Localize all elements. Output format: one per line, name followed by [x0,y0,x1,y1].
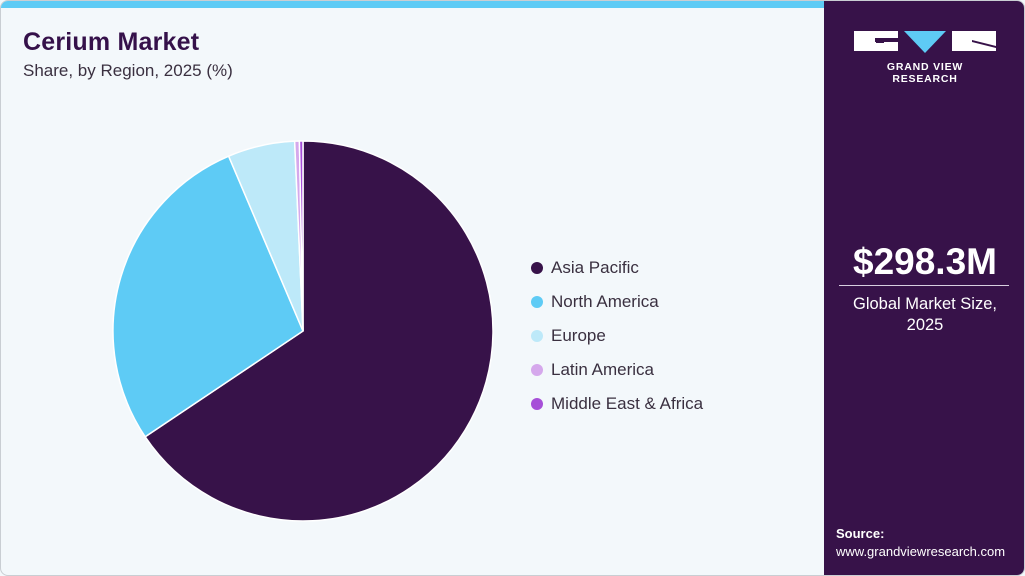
chart-title: Cerium Market [23,28,200,56]
market-size-value: $298.3M [853,241,997,282]
legend-item-north-america[interactable]: North America [531,285,703,319]
legend-dot-icon [531,330,543,342]
legend-label: Latin America [551,360,654,379]
legend-item-europe[interactable]: Europe [531,319,703,353]
source-link[interactable]: www.grandviewresearch.com [836,544,1006,559]
market-size-label: Global Market Size, 2025 [824,294,1024,336]
source-label: Source: [836,526,885,541]
kpi-divider [839,285,1009,286]
pie-slice-middle-east-africa[interactable] [298,140,304,332]
legend-label: North America [551,292,659,311]
legend-label: Middle East & Africa [551,394,704,413]
legend-dot-icon [531,398,543,410]
chart-legend: Asia Pacific North America Europe Latin Ame… [531,251,703,421]
accent-top-bar [1,1,824,8]
legend-label: Europe [551,326,606,345]
pie-chart [112,140,494,522]
legend-label: Asia Pacific [551,258,639,277]
market-size-label-line1: Global Market Size, [853,295,997,313]
legend-dot-icon [531,296,543,308]
legend-item-asia-pacific[interactable]: Asia Pacific [531,251,703,285]
side-panel: GRAND VIEW RESEARCH $298.3M Global Marke… [824,1,1024,575]
pie-slice-north-america[interactable] [112,155,304,438]
market-size-label-year: 2025 [906,316,944,334]
legend-item-middle-east-africa[interactable]: Middle East & Africa [531,387,703,421]
pie-slice-asia-pacific[interactable] [144,140,494,522]
chart-subtitle: Share, by Region, 2025 (%) [23,61,233,80]
gvr-logo-icon [854,31,996,53]
grand-view-research-logo: GRAND VIEW RESEARCH [854,29,996,85]
legend-item-latin-america[interactable]: Latin America [531,353,703,387]
legend-dot-icon [531,364,543,376]
brand-name: GRAND VIEW RESEARCH [886,61,964,85]
legend-dot-icon [531,262,543,274]
